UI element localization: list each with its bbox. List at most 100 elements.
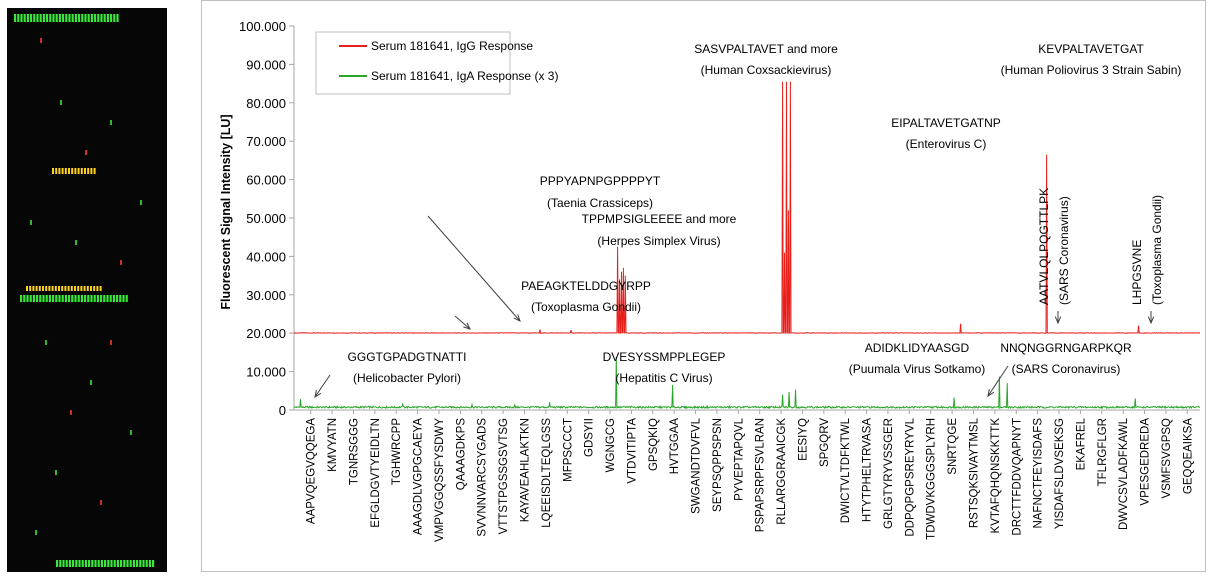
- annotation-arrow: [314, 374, 331, 398]
- annotation-label: DVESYSSMPPLEGEP: [603, 350, 726, 364]
- microarray-spot: [36, 14, 39, 22]
- microarray-spot: [132, 560, 135, 567]
- x-tick-label: TGHWRCPP: [391, 418, 403, 485]
- microarray-spot: [20, 295, 23, 302]
- microarray-spot: [38, 286, 41, 291]
- microarray-spot: [65, 560, 68, 567]
- microarray-spot: [81, 560, 84, 567]
- microarray-spot: [48, 295, 51, 302]
- x-axis-ticks: AAPVQEGVQQEGA KMVYATN TGNRSGGG EFGLDGVTYEID…: [306, 410, 1194, 542]
- microarray-spot: [58, 14, 61, 22]
- microarray-spot: [84, 295, 87, 302]
- microarray-spot: [64, 168, 67, 174]
- annotation-label: TPPMPSIGLEEEE and more: [582, 212, 737, 226]
- microarray-spot: [90, 168, 93, 174]
- y-tick-label: 0: [279, 403, 286, 418]
- annotation-sublabel: (SARS Coronavirus): [1057, 196, 1071, 305]
- microarray-spot: [54, 286, 57, 291]
- x-tick-label: SPGQRV: [819, 418, 831, 467]
- microarray-spot: [68, 295, 71, 302]
- microarray-spot: [64, 295, 67, 302]
- x-tick-label: EESIYQ: [797, 418, 809, 461]
- x-tick-label: KMVYATN: [327, 418, 339, 472]
- microarray-spot: [90, 295, 93, 302]
- microarray-spot: [56, 560, 59, 567]
- microarray-spot: [90, 286, 92, 291]
- series-line-igg: [293, 81, 1201, 334]
- x-tick-label: DWICTVLTDFKTWL: [840, 417, 852, 523]
- x-tick-label: GEQQEAIKSA: [1182, 418, 1194, 494]
- microarray-spot: [87, 295, 90, 302]
- microarray-spot: [83, 286, 86, 291]
- microarray-spot: [123, 560, 126, 567]
- x-tick-label: SEYPSQPPSPSN: [712, 418, 724, 512]
- microarray-spot: [90, 14, 93, 22]
- microarray-spot: [67, 286, 70, 291]
- x-tick-label: TDWDVKGGGSPLYRH: [926, 418, 938, 540]
- annotation-sublabel: (Herpes Simplex Virus): [597, 234, 720, 248]
- y-tick-label: 70.000: [246, 134, 286, 149]
- microarray-spot: [33, 14, 36, 22]
- microarray-spot: [152, 560, 155, 567]
- x-tick-label: EFGLDGVTYEIDLTN: [370, 418, 382, 528]
- x-tick-label: SNRTQGE: [947, 418, 959, 475]
- annotation-sublabel: (Human Coxsackievirus): [701, 63, 832, 77]
- microarray-spot: [52, 295, 55, 302]
- microarray-spot: [87, 168, 90, 174]
- microarray-spot: [77, 168, 80, 174]
- microarray-spot: [116, 14, 119, 22]
- legend-label-iga: Serum 181641, IgA Response (x 3): [371, 69, 558, 83]
- microarray-spot: [97, 14, 100, 22]
- microarray-spot: [100, 500, 102, 505]
- microarray-spot: [100, 295, 103, 302]
- microarray-spot: [109, 295, 112, 302]
- x-tick-label: AAPVQEGVQQEGA: [306, 418, 318, 524]
- microarray-spot: [77, 286, 80, 291]
- x-tick-label: EKAFREL: [1075, 417, 1087, 470]
- x-tick-label: HTYTPHELTRVASA: [862, 418, 874, 522]
- microarray-spot: [93, 286, 96, 291]
- microarray-scan-image: [0, 0, 168, 574]
- microarray-spot: [113, 560, 116, 567]
- microarray-spot: [55, 168, 58, 174]
- microarray-spot: [51, 286, 54, 291]
- annotation-label: NNQNGGRNGARPKQR: [1000, 341, 1132, 355]
- microarray-spot: [84, 14, 87, 22]
- annotation-sublabel: (SARS Coronavirus): [1012, 362, 1121, 376]
- legend-box: [315, 31, 511, 95]
- microarray-spot: [42, 14, 45, 22]
- microarray-spot: [112, 295, 115, 302]
- microarray-spot: [100, 560, 103, 567]
- x-tick-label: VPESGEDREDA: [1140, 418, 1152, 506]
- x-tick-label: QAAAGDKPS: [455, 418, 467, 491]
- microarray-spot: [61, 295, 64, 302]
- microarray-spot: [65, 14, 68, 22]
- microarray-spot: [148, 560, 151, 567]
- annotation-sublabel: (Helicobacter Pylori): [353, 371, 461, 385]
- y-tick-label: 80.000: [246, 96, 286, 111]
- annotation-arrowhead: [1054, 316, 1062, 325]
- x-tick-label: VTDVITIPTA: [626, 418, 638, 484]
- annotation-arrowhead: [513, 314, 521, 322]
- annotation-sublabel: (Toxoplasma Gondii): [531, 300, 641, 314]
- y-tick-label: 60.000: [246, 173, 286, 188]
- microarray-spot: [139, 560, 142, 567]
- x-tick-label: KAYAVEAHLAKTKN: [520, 418, 532, 522]
- microarray-spot: [14, 14, 17, 22]
- microarray-spot: [26, 295, 29, 302]
- microarray-spot: [46, 14, 49, 22]
- x-tick-label: WGNGCG: [605, 418, 617, 472]
- y-tick-label: 30.000: [246, 288, 286, 303]
- x-tick-label: SVVNNVARCSYGADS: [477, 418, 489, 537]
- microarray-spot: [71, 14, 74, 22]
- microarray-spot: [93, 295, 96, 302]
- microarray-spot: [77, 295, 80, 302]
- annotation-sublabel: (Human Poliovirus 3 Strain Sabin): [1001, 63, 1182, 77]
- x-tick-label: PSPAPSRPFSVLRAN: [755, 418, 767, 532]
- microarray-spot: [91, 560, 94, 567]
- x-tick-label: GRLGTYRYVSSGER: [883, 418, 895, 529]
- microarray-spot: [103, 295, 106, 302]
- microarray-spot: [120, 560, 123, 567]
- microarray-spot: [39, 295, 42, 302]
- microarray-spot: [70, 286, 73, 291]
